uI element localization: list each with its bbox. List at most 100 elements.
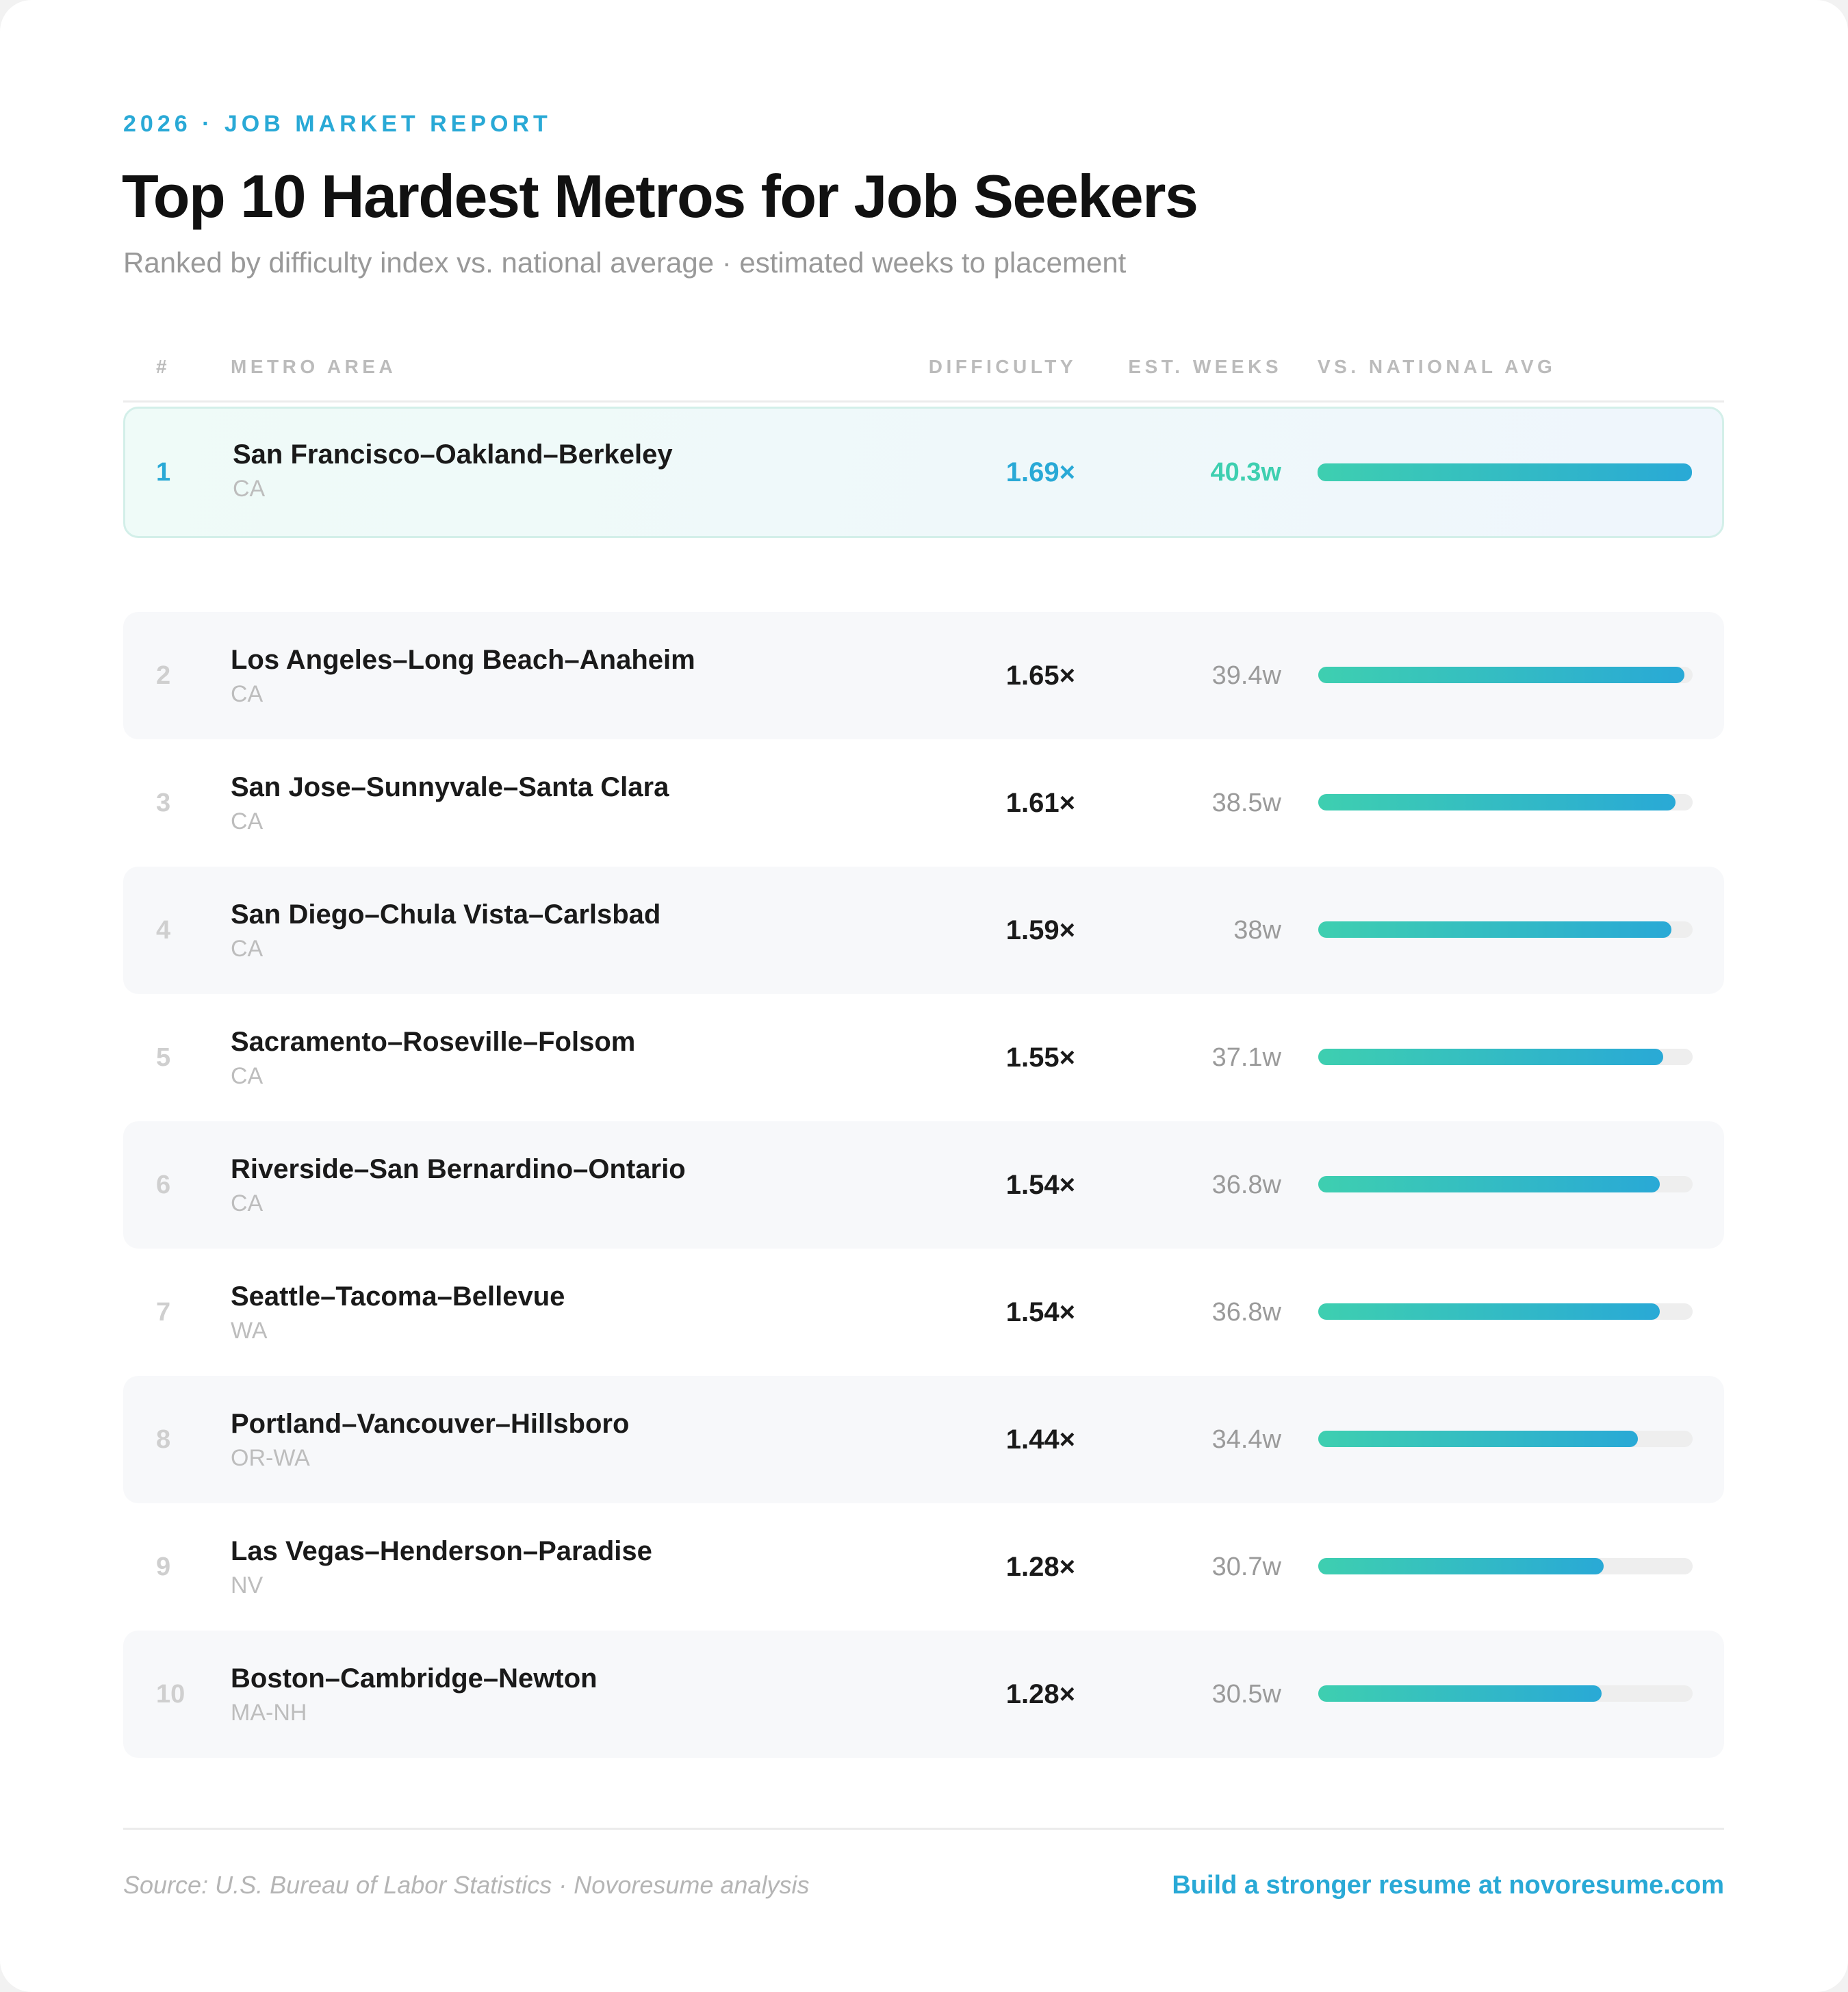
ranking-table: 1 San Francisco–Oakland–Berkeley CA 1.69… xyxy=(123,407,1724,1758)
rank-number: 8 xyxy=(156,1425,171,1454)
metro-cell: Riverside–San Bernardino–Ontario CA xyxy=(231,1153,686,1217)
metro-cell: Los Angeles–Long Beach–Anaheim CA xyxy=(231,643,695,708)
metro-state: CA xyxy=(233,476,266,502)
difficulty-value: 1.55× xyxy=(1005,1042,1075,1073)
bar-track xyxy=(1318,1431,1693,1447)
metro-cell: San Jose–Sunnyvale–Santa Clara CA xyxy=(231,771,669,835)
bar-fill xyxy=(1318,1558,1604,1574)
difficulty-value: 1.44× xyxy=(1005,1424,1075,1455)
weeks-value: 37.1w xyxy=(1211,1043,1281,1072)
table-row-highlight: 1 San Francisco–Oakland–Berkeley CA 1.69… xyxy=(123,407,1724,538)
weeks-value: 36.8w xyxy=(1211,1170,1281,1199)
difficulty-value: 1.65× xyxy=(1005,660,1075,691)
column-header-rank: # xyxy=(156,356,171,377)
metro-name: San Jose–Sunnyvale–Santa Clara xyxy=(231,772,669,802)
bar-fill xyxy=(1318,921,1671,938)
difficulty-value: 1.59× xyxy=(1005,915,1075,945)
rank-number: 3 xyxy=(156,788,171,817)
metro-name: Boston–Cambridge–Newton xyxy=(231,1663,598,1694)
weeks-value: 30.5w xyxy=(1211,1679,1281,1709)
rank-number: 7 xyxy=(156,1297,171,1327)
table-row: 6 Riverside–San Bernardino–Ontario CA 1.… xyxy=(123,1121,1724,1249)
table-row: 3 San Jose–Sunnyvale–Santa Clara CA 1.61… xyxy=(123,739,1724,867)
bar-track xyxy=(1318,794,1693,810)
bar-track xyxy=(1318,1049,1693,1065)
bar-track xyxy=(1318,1558,1693,1574)
bar-track xyxy=(1318,667,1693,683)
table-row: 10 Boston–Cambridge–Newton MA-NH 1.28× 3… xyxy=(123,1631,1724,1758)
metro-state: NV xyxy=(231,1572,264,1598)
rank-number: 6 xyxy=(156,1170,171,1199)
metro-name: San Francisco–Oakland–Berkeley xyxy=(233,439,673,470)
bar-fill xyxy=(1318,1685,1602,1702)
metro-cell: San Francisco–Oakland–Berkeley CA xyxy=(233,438,673,502)
bar-track xyxy=(1318,1303,1693,1320)
metro-name: Las Vegas–Henderson–Paradise xyxy=(231,1536,652,1566)
rank-number: 1 xyxy=(156,457,171,487)
rank-number: 5 xyxy=(156,1043,171,1072)
metro-state: MA-NH xyxy=(231,1700,307,1726)
metro-name: Portland–Vancouver–Hillsboro xyxy=(231,1409,630,1439)
metro-state: CA xyxy=(231,1063,264,1089)
column-header-difficulty: DIFFICULTY xyxy=(928,356,1077,377)
difficulty-value: 1.28× xyxy=(1005,1678,1075,1709)
weeks-value: 40.3w xyxy=(1210,457,1281,487)
weeks-value: 39.4w xyxy=(1211,661,1281,690)
weeks-value: 30.7w xyxy=(1211,1552,1281,1581)
metro-cell: Seattle–Tacoma–Bellevue WA xyxy=(231,1280,565,1344)
source-note: Source: U.S. Bureau of Labor Statistics … xyxy=(123,1871,810,1899)
metro-cell: Sacramento–Roseville–Folsom CA xyxy=(231,1025,635,1090)
table-row: 7 Seattle–Tacoma–Bellevue WA 1.54× 36.8w xyxy=(123,1249,1724,1376)
difficulty-value: 1.54× xyxy=(1005,1297,1075,1327)
cta-link[interactable]: Build a stronger resume at novoresume.co… xyxy=(1172,1871,1724,1900)
table-row: 9 Las Vegas–Henderson–Paradise NV 1.28× … xyxy=(123,1503,1724,1631)
eyebrow-label: 2026 · JOB MARKET REPORT xyxy=(123,111,552,137)
rank-number: 4 xyxy=(156,915,171,945)
bar-track xyxy=(1318,921,1693,938)
footer-divider xyxy=(123,1828,1724,1830)
bar-fill xyxy=(1318,1049,1663,1065)
table-row: 5 Sacramento–Roseville–Folsom CA 1.55× 3… xyxy=(123,994,1724,1121)
metro-state: CA xyxy=(231,1190,264,1216)
metro-state: CA xyxy=(231,808,264,834)
weeks-value: 38.5w xyxy=(1211,788,1281,817)
bar-track xyxy=(1318,1176,1693,1192)
difficulty-value: 1.61× xyxy=(1005,787,1075,818)
table-row: 2 Los Angeles–Long Beach–Anaheim CA 1.65… xyxy=(123,612,1724,739)
column-header-metro: METRO AREA xyxy=(231,356,397,377)
bar-fill xyxy=(1318,667,1684,683)
weeks-value: 34.4w xyxy=(1211,1425,1281,1454)
difficulty-value: 1.69× xyxy=(1005,457,1075,487)
table-row: 8 Portland–Vancouver–Hillsboro OR-WA 1.4… xyxy=(123,1376,1724,1503)
metro-state: WA xyxy=(231,1318,268,1344)
bar-track xyxy=(1318,1685,1693,1702)
weeks-value: 36.8w xyxy=(1211,1297,1281,1327)
bar-fill xyxy=(1318,1303,1660,1320)
header-divider xyxy=(123,400,1724,403)
metro-name: Seattle–Tacoma–Bellevue xyxy=(231,1281,565,1312)
metro-state: CA xyxy=(231,681,264,707)
metro-state: CA xyxy=(231,936,264,962)
weeks-value: 38w xyxy=(1233,915,1281,945)
difficulty-value: 1.54× xyxy=(1005,1169,1075,1200)
column-header-weeks: EST. WEEKS xyxy=(1128,356,1282,377)
bar-fill xyxy=(1318,1431,1639,1447)
metro-name: Los Angeles–Long Beach–Anaheim xyxy=(231,645,695,675)
metro-cell: Las Vegas–Henderson–Paradise NV xyxy=(231,1535,652,1599)
metro-name: Riverside–San Bernardino–Ontario xyxy=(231,1154,686,1184)
bar-track xyxy=(1318,463,1692,481)
page-subtitle: Ranked by difficulty index vs. national … xyxy=(123,246,1127,279)
bar-fill xyxy=(1318,794,1676,810)
table-row: 4 San Diego–Chula Vista–Carlsbad CA 1.59… xyxy=(123,867,1724,994)
metro-state: OR-WA xyxy=(231,1445,310,1471)
rank-number: 10 xyxy=(156,1679,185,1709)
page-title: Top 10 Hardest Metros for Job Seekers xyxy=(122,162,1198,230)
metro-name: Sacramento–Roseville–Folsom xyxy=(231,1027,636,1057)
column-header-vs-avg: VS. NATIONAL AVG xyxy=(1318,356,1556,377)
difficulty-value: 1.28× xyxy=(1005,1551,1075,1582)
bar-fill xyxy=(1318,463,1692,481)
metro-cell: Boston–Cambridge–Newton MA-NH xyxy=(231,1662,598,1726)
bar-fill xyxy=(1318,1176,1660,1192)
metro-cell: Portland–Vancouver–Hillsboro OR-WA xyxy=(231,1407,629,1472)
